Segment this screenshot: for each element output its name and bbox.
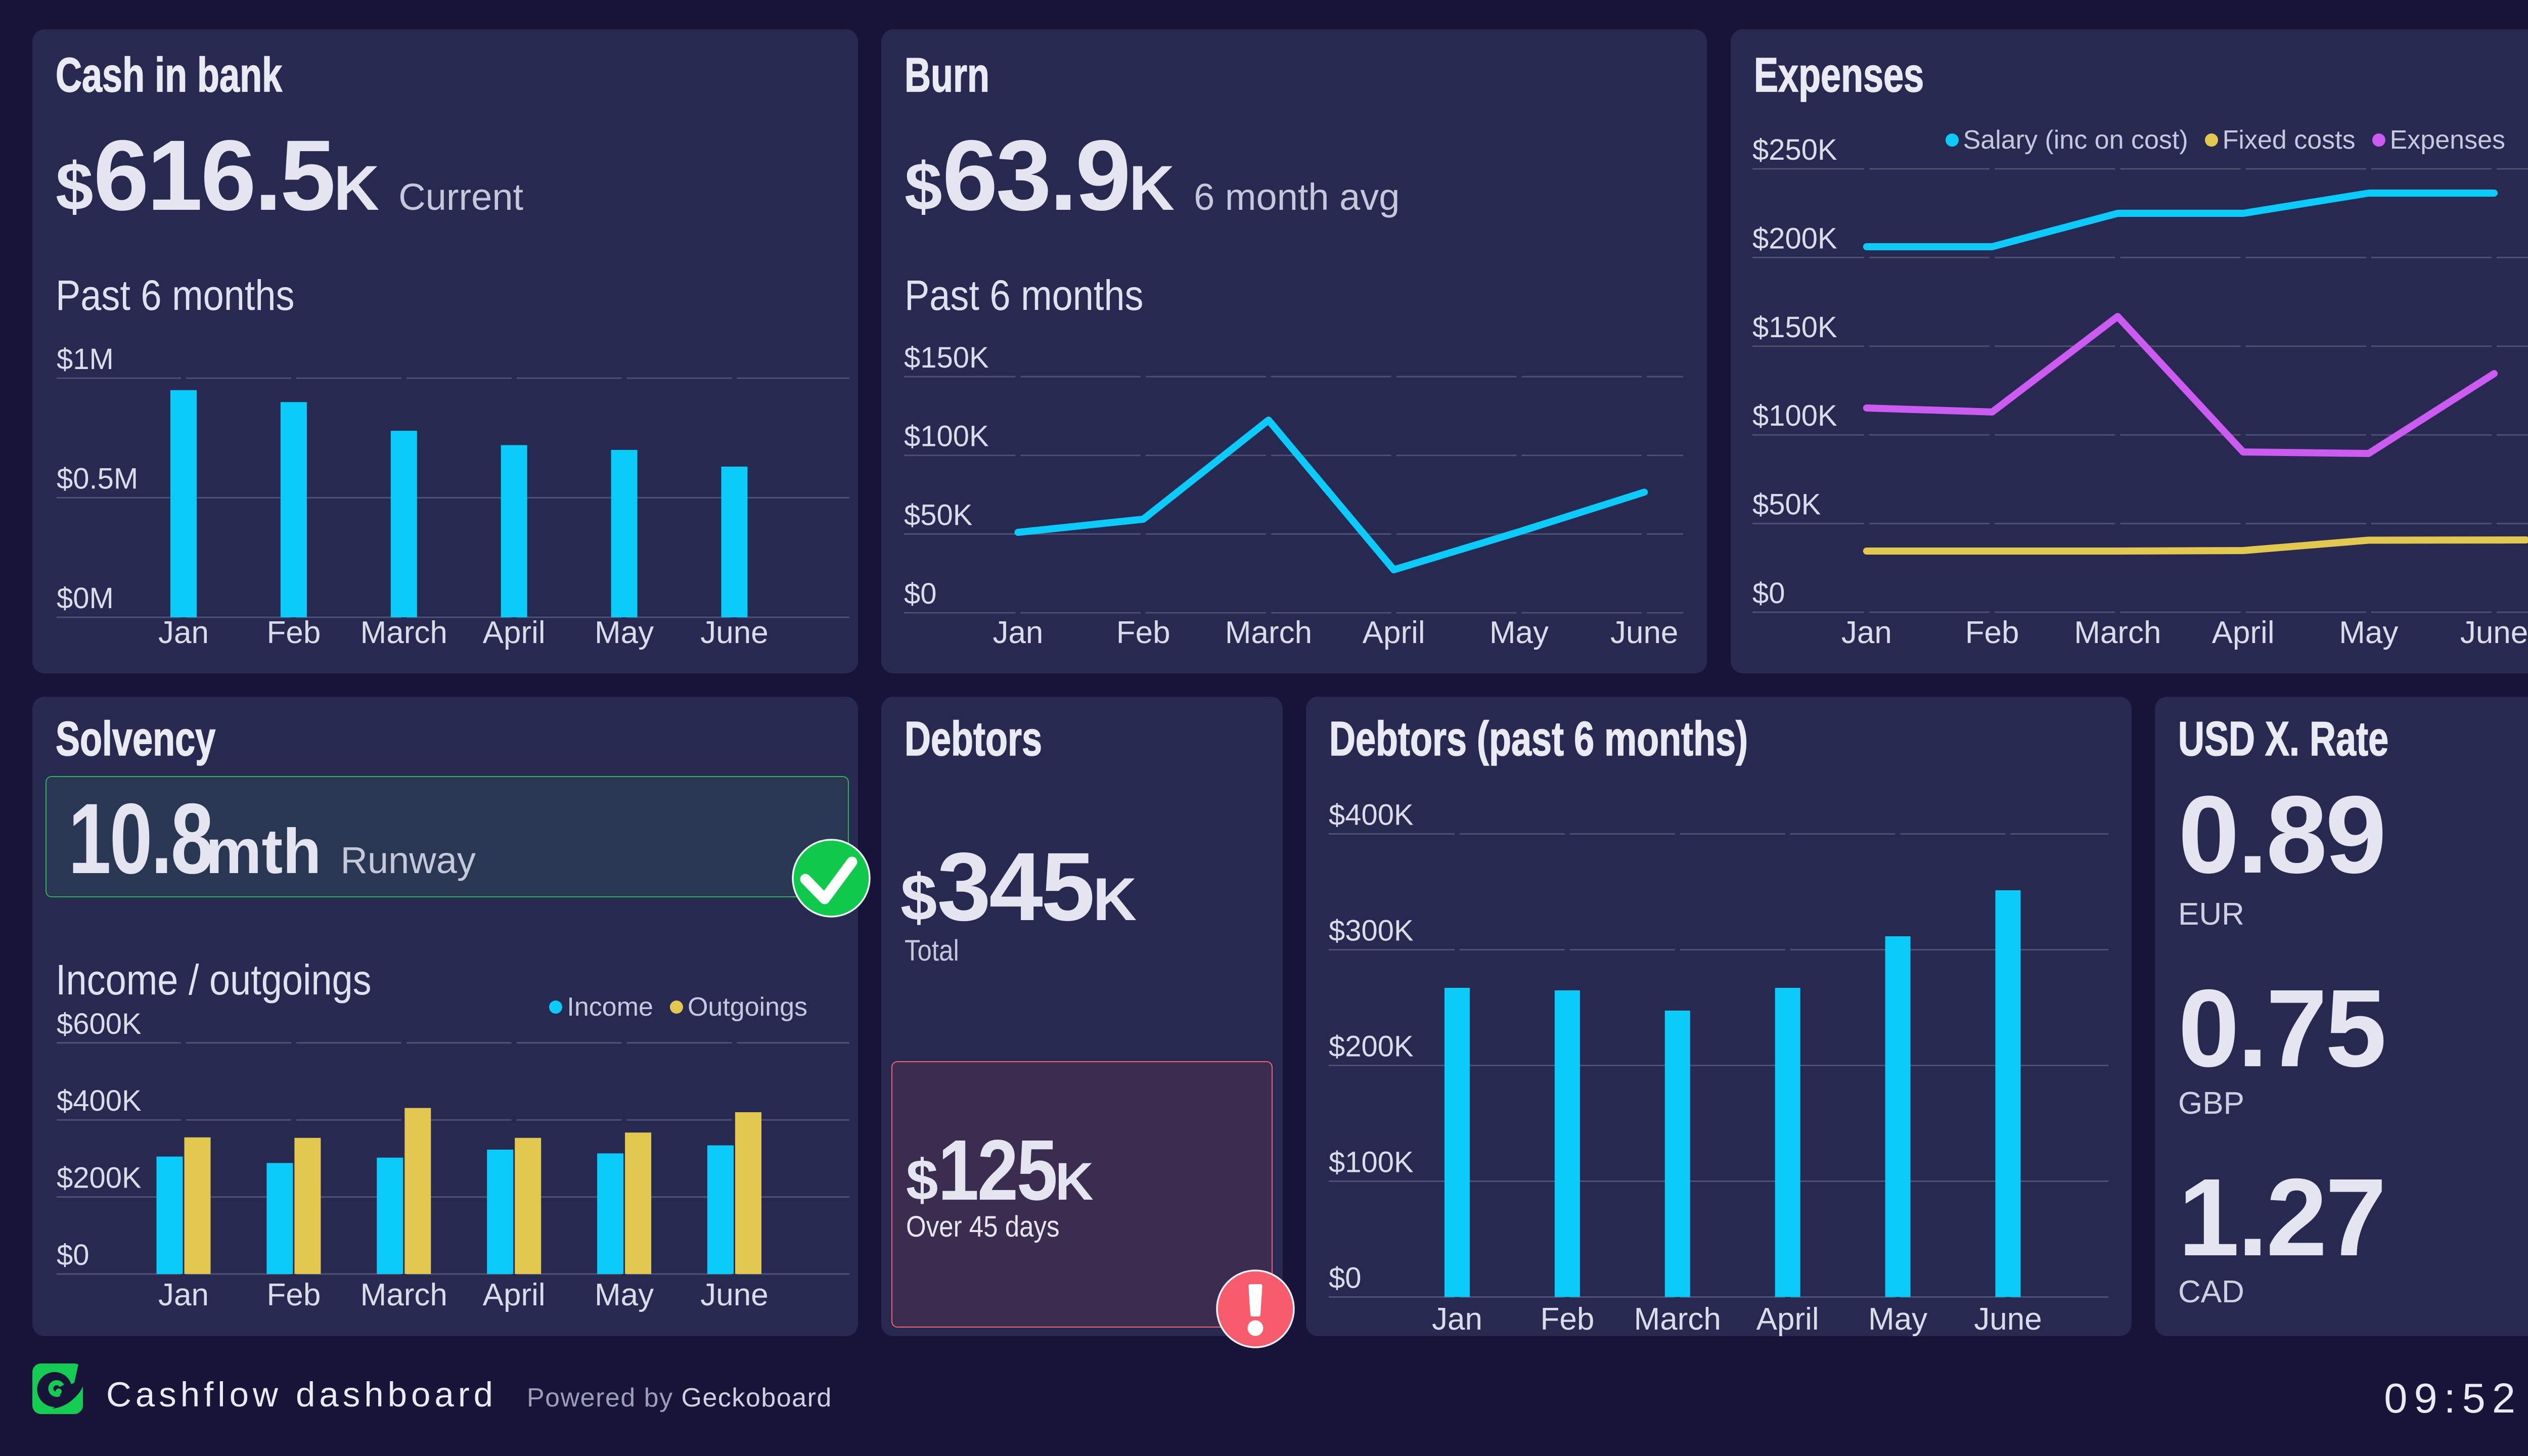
- svg-text:May: May: [2339, 615, 2398, 650]
- svg-text:March: March: [2074, 615, 2161, 650]
- svg-text:$200K: $200K: [1329, 1030, 1414, 1063]
- svg-text:$0.5M: $0.5M: [57, 463, 138, 495]
- svg-text:$600K: $600K: [57, 1008, 142, 1040]
- svg-text:$1M: $1M: [57, 343, 114, 376]
- svg-text:Feb: Feb: [266, 1278, 321, 1312]
- svg-text:June: June: [2460, 615, 2528, 650]
- svg-text:$250K: $250K: [1752, 133, 1837, 166]
- svg-text:May: May: [1868, 1302, 1927, 1337]
- svg-text:Feb: Feb: [1540, 1302, 1594, 1337]
- svg-text:Jan: Jan: [1841, 615, 1892, 650]
- svg-text:June: June: [700, 615, 768, 650]
- svg-text:$0: $0: [1752, 577, 1785, 610]
- svg-text:$200K: $200K: [1752, 222, 1837, 255]
- svg-text:$50K: $50K: [1752, 488, 1821, 521]
- svg-text:$0: $0: [57, 1239, 89, 1271]
- svg-text:Jan: Jan: [1432, 1302, 1482, 1337]
- svg-text:April: April: [1363, 615, 1425, 650]
- svg-text:Jan: Jan: [992, 615, 1043, 650]
- svg-text:April: April: [2212, 615, 2275, 650]
- svg-text:$100K: $100K: [1329, 1146, 1414, 1179]
- svg-text:$300K: $300K: [1329, 915, 1414, 947]
- svg-text:April: April: [483, 1278, 546, 1312]
- svg-text:March: March: [1634, 1302, 1721, 1337]
- svg-text:$150K: $150K: [1752, 311, 1837, 344]
- svg-text:Jan: Jan: [158, 615, 209, 650]
- svg-text:$0: $0: [1329, 1262, 1362, 1295]
- svg-text:Jan: Jan: [158, 1278, 209, 1312]
- svg-text:$0M: $0M: [57, 582, 114, 615]
- svg-text:June: June: [1974, 1302, 2042, 1337]
- svg-text:$0: $0: [904, 577, 937, 610]
- svg-text:March: March: [360, 615, 447, 650]
- svg-text:$400K: $400K: [1329, 799, 1414, 832]
- svg-text:Feb: Feb: [1965, 615, 2019, 650]
- svg-text:$50K: $50K: [904, 498, 973, 531]
- svg-text:May: May: [595, 615, 654, 650]
- svg-text:April: April: [483, 615, 546, 650]
- svg-text:May: May: [1489, 615, 1549, 650]
- svg-text:March: March: [360, 1278, 447, 1312]
- svg-text:June: June: [1610, 615, 1678, 650]
- svg-text:March: March: [1225, 615, 1312, 650]
- svg-text:$200K: $200K: [57, 1162, 142, 1195]
- svg-text:Feb: Feb: [266, 615, 321, 650]
- svg-text:June: June: [700, 1278, 768, 1312]
- svg-text:$150K: $150K: [904, 341, 989, 374]
- svg-text:April: April: [1756, 1302, 1819, 1337]
- svg-text:$100K: $100K: [1752, 399, 1837, 432]
- svg-text:$100K: $100K: [904, 420, 989, 453]
- svg-text:$400K: $400K: [57, 1084, 142, 1117]
- svg-text:Feb: Feb: [1116, 615, 1170, 650]
- svg-text:May: May: [595, 1278, 654, 1312]
